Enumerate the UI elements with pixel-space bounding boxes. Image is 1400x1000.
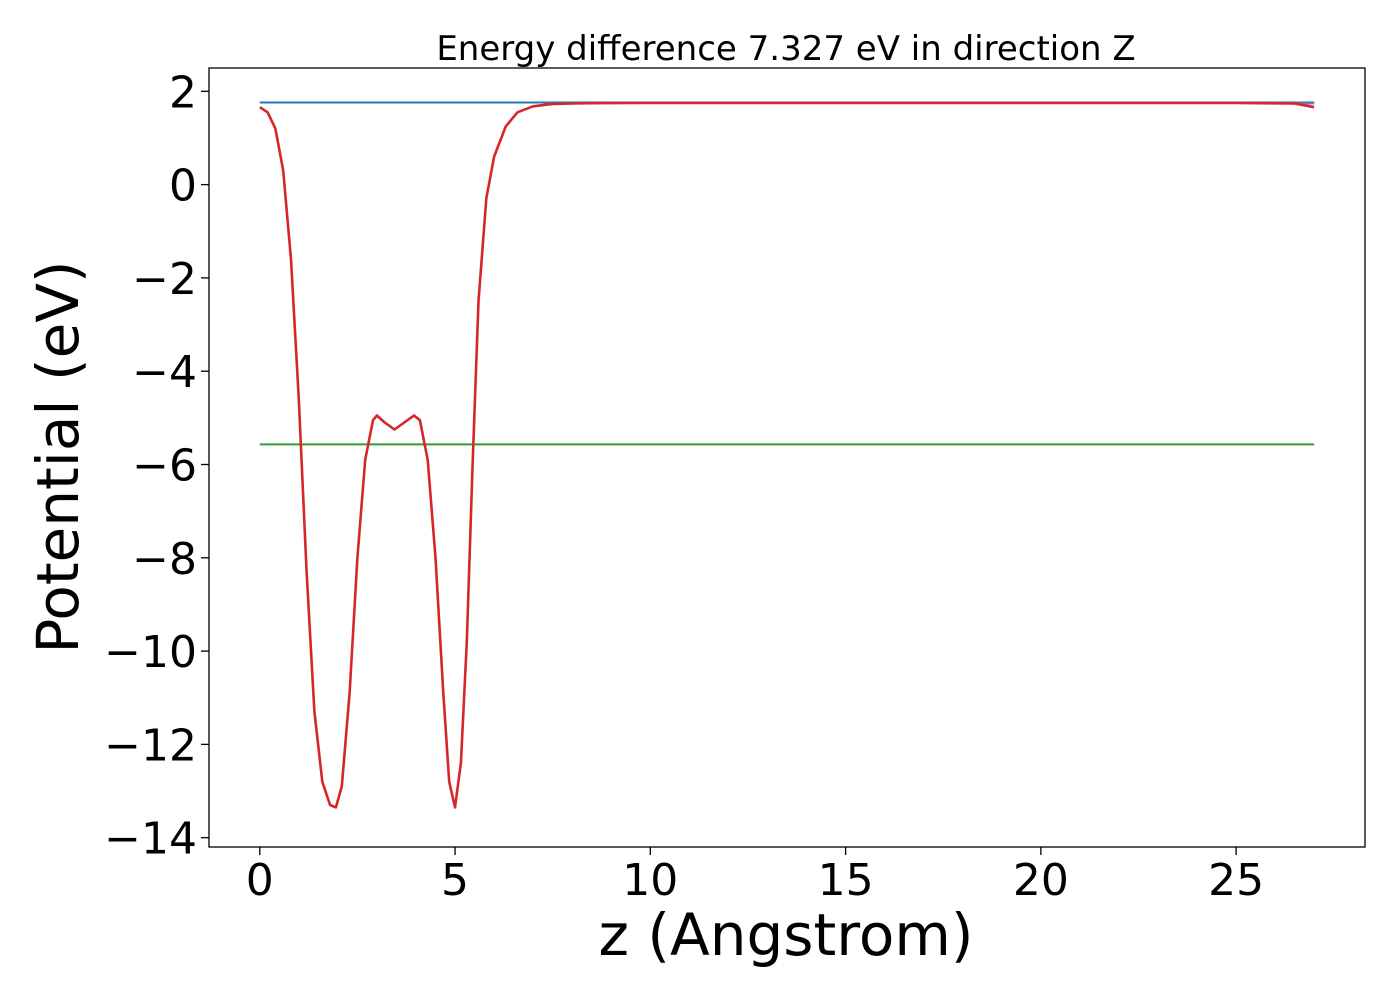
x-tick-label: 15 — [818, 855, 874, 906]
plot-frame — [208, 67, 1366, 848]
x-tick-label: 10 — [622, 855, 678, 906]
y-tick-label: −2 — [132, 254, 197, 305]
chart-title: Energy difference 7.327 eV in direction … — [436, 29, 1135, 69]
y-axis-label: Potential (eV) — [24, 260, 92, 653]
y-tick-label: −6 — [132, 440, 197, 491]
series-line-4 — [259, 101, 1315, 809]
y-tick-label: 2 — [169, 67, 197, 118]
y-tick-label: −14 — [104, 814, 197, 865]
x-axis-ticks: 0 5 10 15 20 25 — [246, 847, 1264, 906]
x-axis-label: z (Angstrom) — [599, 901, 974, 969]
series-layer — [259, 101, 1315, 809]
x-tick-label: 0 — [246, 855, 274, 906]
x-tick-label: 20 — [1013, 855, 1069, 906]
x-tick-label: 25 — [1208, 855, 1264, 906]
y-tick-label: −8 — [132, 534, 197, 585]
y-tick-label: −10 — [104, 627, 197, 678]
y-tick-label: 0 — [169, 161, 197, 212]
y-tick-label: −4 — [132, 347, 197, 398]
x-tick-label: 5 — [441, 855, 469, 906]
y-tick-label: −12 — [104, 720, 197, 771]
y-axis-ticks: 2 0 −2 −4 −6 −8 −10 −12 −14 — [104, 67, 209, 865]
